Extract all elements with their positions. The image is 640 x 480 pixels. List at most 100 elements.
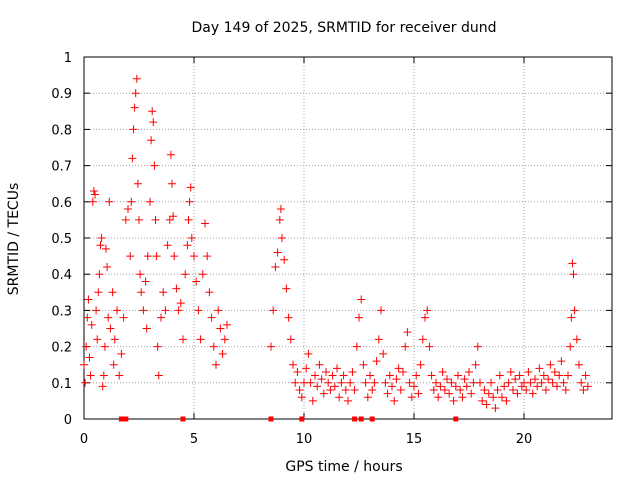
data-point	[99, 371, 108, 380]
data-point	[183, 241, 192, 250]
data-point	[557, 357, 566, 366]
data-point	[284, 313, 293, 322]
data-point	[196, 335, 205, 344]
chart-title: Day 149 of 2025, SRMTID for receiver dun…	[192, 20, 497, 36]
data-point	[291, 378, 300, 387]
data-point	[94, 288, 103, 297]
data-point	[401, 342, 410, 351]
data-point	[151, 215, 160, 224]
data-point	[374, 335, 383, 344]
data-point	[449, 396, 458, 405]
y-axis-label: SRMTID / TECUs	[6, 183, 22, 296]
data-point	[524, 367, 533, 376]
data-point	[85, 353, 94, 362]
data-point	[379, 349, 388, 358]
data-point	[581, 371, 590, 380]
x-tick-label: 15	[406, 432, 423, 447]
data-point	[170, 252, 179, 261]
data-point	[377, 306, 385, 315]
data-point	[471, 360, 480, 369]
data-point	[555, 371, 564, 380]
data-point	[515, 371, 524, 380]
data-point	[434, 393, 443, 402]
data-point	[282, 284, 291, 293]
data-point	[504, 378, 513, 387]
data-point	[130, 103, 139, 112]
data-point	[569, 270, 578, 279]
data-point	[577, 378, 586, 387]
data-point	[484, 389, 493, 398]
data-point	[315, 360, 324, 369]
data-point	[137, 288, 146, 297]
data-point	[302, 364, 311, 373]
data-point	[383, 389, 392, 398]
data-point	[561, 386, 570, 395]
zero-markers	[118, 416, 459, 422]
data-point	[583, 382, 592, 391]
data-point	[528, 389, 537, 398]
data-point	[491, 404, 500, 413]
data-point	[493, 386, 502, 395]
data-point	[405, 378, 414, 387]
data-point	[326, 386, 335, 395]
data-point	[339, 371, 348, 380]
data-point	[418, 335, 427, 344]
data-point	[133, 179, 142, 188]
data-point	[478, 396, 487, 405]
data-point	[203, 252, 212, 261]
zero-marker	[453, 416, 459, 422]
data-point	[128, 154, 137, 163]
data-point	[190, 252, 198, 261]
x-ticks: 0 5 10 15 20	[80, 57, 532, 447]
data-point	[438, 367, 447, 376]
data-point	[276, 205, 285, 214]
data-point	[495, 371, 504, 380]
data-point	[522, 386, 531, 395]
data-point	[500, 382, 509, 391]
data-point	[489, 393, 498, 402]
data-point	[535, 364, 544, 373]
data-point	[207, 313, 216, 322]
data-point	[372, 357, 381, 366]
data-point	[80, 360, 88, 369]
zero-marker	[299, 416, 305, 422]
data-point	[304, 349, 313, 358]
data-point	[126, 252, 135, 261]
data-point	[526, 378, 535, 387]
y-tick-label: 0.6	[51, 196, 72, 211]
data-point	[390, 396, 399, 405]
data-point	[103, 262, 112, 271]
x-tick-label: 20	[516, 432, 533, 447]
data-points	[80, 74, 592, 413]
data-point	[337, 378, 346, 387]
data-point	[105, 197, 114, 206]
data-point	[119, 313, 128, 322]
data-point	[473, 342, 482, 351]
data-point	[370, 378, 379, 387]
data-point	[83, 313, 92, 322]
data-point	[567, 313, 576, 322]
y-tick-label: 0.1	[51, 377, 72, 392]
data-point	[458, 393, 467, 402]
data-point	[192, 277, 201, 286]
data-point	[559, 378, 568, 387]
data-point	[462, 382, 471, 391]
y-tick-label: 0.3	[51, 304, 72, 319]
x-tick-label: 0	[80, 432, 88, 447]
y-tick-label: 0.7	[51, 160, 72, 175]
data-point	[186, 183, 195, 192]
zero-marker	[268, 416, 274, 422]
data-point	[328, 371, 337, 380]
data-point	[502, 396, 511, 405]
data-point	[311, 371, 319, 380]
data-point	[147, 136, 156, 145]
data-point	[456, 386, 465, 395]
data-point	[330, 382, 339, 391]
data-point	[220, 335, 229, 344]
data-point	[185, 197, 194, 206]
data-point	[275, 215, 284, 224]
data-point	[425, 342, 434, 351]
x-axis-label: GPS time / hours	[285, 459, 402, 475]
data-point	[157, 313, 165, 322]
